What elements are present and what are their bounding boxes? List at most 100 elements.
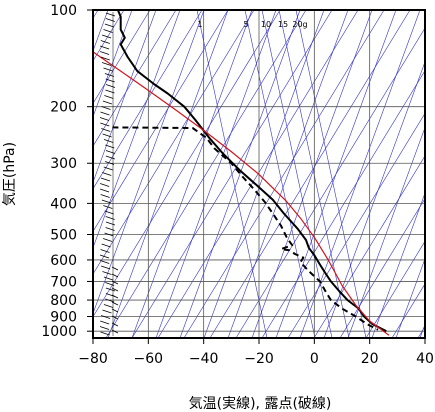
adiabat-line [107, 10, 229, 338]
x-tick-label: −80 [78, 351, 108, 367]
mixing-ratio-label: 15 [278, 20, 288, 29]
temperature-line [116, 10, 387, 333]
wind-barb [99, 117, 110, 121]
wind-barb [105, 221, 116, 226]
wind-barb [101, 106, 111, 110]
adiabat-line [227, 10, 349, 338]
y-tick-label: 300 [50, 156, 77, 172]
wind-barb [104, 210, 114, 215]
adiabat-line [93, 10, 281, 318]
mixing-ratio-line [295, 10, 367, 338]
adiabat-line [275, 10, 397, 338]
wind-barbs [99, 12, 119, 336]
adiabat-line [105, 10, 307, 338]
y-tick-label: 900 [50, 309, 77, 325]
wind-barb [100, 183, 110, 187]
adiabat-line [93, 10, 151, 105]
wind-barb [101, 243, 111, 248]
wind-barb [100, 122, 110, 127]
wind-barb [102, 238, 113, 242]
adiabat-line [93, 10, 205, 315]
wind-barb [104, 161, 115, 165]
wind-barb [100, 331, 110, 336]
wind-barb [100, 320, 110, 325]
y-tick-label: 500 [50, 228, 77, 244]
adiabat-line [299, 10, 421, 338]
wind-barb [100, 315, 111, 319]
mixing-ratio-label: 20g [292, 20, 307, 29]
wind-barb [102, 100, 113, 105]
mixing-ratio-label: 10 [261, 20, 271, 29]
adiabat-line [93, 10, 177, 147]
adiabat-line [93, 10, 181, 249]
wind-barb [104, 95, 114, 99]
wind-barb [100, 194, 110, 198]
wind-barb [103, 29, 113, 33]
adiabat-line [209, 10, 411, 338]
wind-barb [102, 309, 112, 314]
dewpoint-line [112, 126, 379, 331]
x-tick-label: 0 [310, 351, 319, 367]
y-tick-label: 100 [50, 3, 77, 19]
adiabat-line [155, 10, 277, 338]
adiabat-line [93, 10, 157, 184]
wind-barb [101, 34, 112, 39]
wind-barb [103, 166, 113, 171]
mixing-ratio-labels: 1 5 10 15 20g [197, 20, 307, 29]
wind-barb [103, 276, 114, 281]
wind-barb [103, 205, 113, 209]
adiabat-line [323, 61, 425, 338]
wind-barb [104, 232, 114, 237]
wind-barb [102, 133, 112, 138]
wind-barb [101, 199, 111, 204]
wind-barb [103, 304, 114, 308]
adiabat-line [347, 126, 425, 338]
mixing-ratio-label: 1 [197, 20, 202, 29]
x-ticks: −80 −60 −40 −20 0 20 40 [78, 338, 434, 367]
wind-barb [99, 326, 110, 330]
wind-barb [99, 51, 110, 55]
adiabat-line [251, 10, 373, 338]
wind-barb [105, 18, 115, 22]
wind-barb [105, 298, 115, 303]
wind-barb [101, 62, 112, 66]
x-tick-label: 40 [416, 351, 434, 367]
adiabat-line [395, 257, 425, 338]
x-axis-title: 気温(実線), 露点(破線) [189, 396, 332, 412]
wind-barb [102, 271, 112, 275]
wind-barb [105, 78, 115, 83]
x-tick-label: −60 [134, 351, 164, 367]
y-axis-title: 気圧(hPa) [2, 142, 18, 206]
wind-barb [105, 287, 116, 292]
wind-barb [101, 128, 111, 132]
wind-barb [103, 67, 113, 72]
y-tick-label: 700 [50, 274, 77, 290]
y-tick-label: 800 [50, 293, 77, 309]
adiabat-line [93, 10, 229, 232]
adiabat-line [235, 27, 425, 338]
adiabat-line [261, 70, 425, 338]
series-layer [93, 10, 390, 336]
wind-barb [104, 23, 115, 28]
wind-barb [104, 73, 114, 77]
adiabat-line [203, 10, 325, 338]
adiabat-line [313, 155, 425, 338]
y-tick-label: 1000 [41, 324, 77, 340]
x-tick-label: −20 [244, 351, 274, 367]
wind-barb [105, 84, 116, 88]
adiabat-line [365, 240, 425, 338]
y-tick-label: 600 [50, 253, 77, 269]
wind-barb [100, 260, 110, 264]
x-tick-label: −40 [189, 351, 219, 367]
wind-barb [100, 249, 110, 253]
wind-barb [100, 40, 110, 44]
wind-barb [105, 155, 115, 160]
adiabat-line [131, 10, 253, 338]
y-tick-label: 200 [50, 100, 77, 116]
reference-line [93, 51, 390, 336]
x-tick-label: 20 [361, 351, 379, 367]
wind-barb [99, 254, 110, 259]
wind-barb [105, 12, 116, 17]
wind-barb [105, 150, 116, 154]
